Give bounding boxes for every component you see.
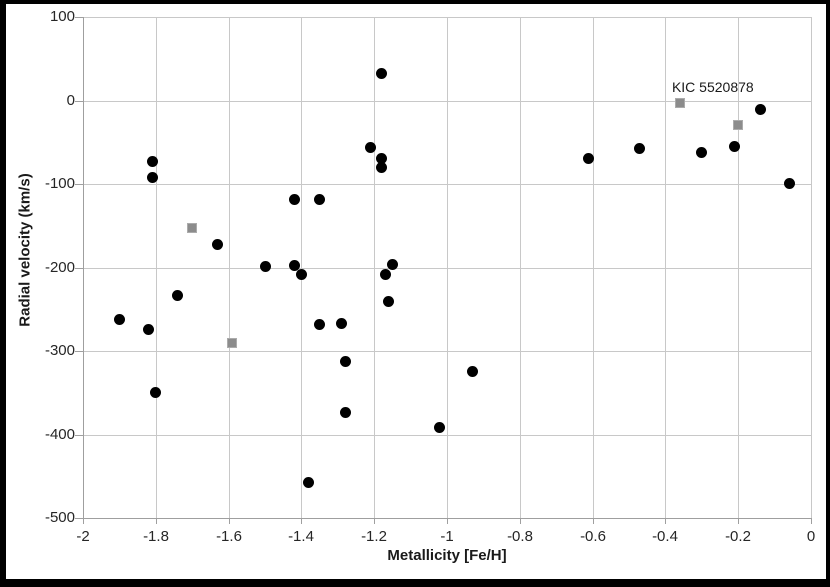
x-tick [301,518,302,524]
x-tick [520,518,521,524]
y-axis-line [83,17,84,524]
data-point-circle [303,476,315,488]
x-tick-label: -0.4 [652,528,678,545]
data-point-circle [314,193,326,205]
x-tick-label: 0 [806,528,816,545]
data-point-circle [146,171,158,183]
x-gridline [229,17,230,518]
x-gridline [374,17,375,518]
data-point-circle [339,356,351,368]
data-point-circle [146,155,158,167]
annotation-kic-5520878: KIC 5520878 [671,79,754,95]
x-tick-label: -1.4 [288,528,314,545]
y-tick [75,435,83,436]
y-tick [75,351,83,352]
data-point-circle [288,260,300,272]
x-axis-title: Metallicity [Fe/H] [387,547,507,564]
x-tick [811,518,812,524]
x-gridline [520,17,521,518]
data-point-circle [259,261,271,273]
data-point-circle [339,407,351,419]
data-point-circle [314,318,326,330]
data-point-circle [288,193,300,205]
x-gridline [593,17,594,518]
x-gridline [738,17,739,518]
y-tick-label: -200 [44,259,75,276]
data-point-square [187,223,198,234]
data-point-circle [466,366,478,378]
data-point-circle [375,161,387,173]
x-gridline [811,17,812,518]
x-tick-label: -2 [76,528,90,545]
data-point-circle [379,268,391,280]
y-tick [75,268,83,269]
data-point-circle [375,68,387,80]
data-point-circle [783,177,795,189]
data-point-circle [295,268,307,280]
x-tick [156,518,157,524]
data-point-circle [113,313,125,325]
x-tick [738,518,739,524]
x-tick [593,518,594,524]
data-point-circle [212,238,224,250]
data-point-circle [634,143,646,155]
x-tick-label: -1.8 [143,528,169,545]
data-point-circle [150,387,162,399]
data-point-square [733,119,744,130]
data-point-circle [143,323,155,335]
x-tick [374,518,375,524]
y-tick-label: -300 [44,342,75,359]
x-tick-label: -1 [440,528,454,545]
x-gridline [447,17,448,518]
y-tick [75,184,83,185]
x-tick-label: -0.2 [725,528,751,545]
data-point-circle [434,422,446,434]
data-point-circle [696,146,708,158]
data-point-circle [729,140,741,152]
y-tick-label: 100 [49,8,75,25]
x-tick-label: -1.2 [361,528,387,545]
x-tick [665,518,666,524]
x-tick [229,518,230,524]
y-tick [75,17,83,18]
y-tick-label: 0 [66,92,75,109]
x-tick [447,518,448,524]
x-gridline [156,17,157,518]
data-point-circle [375,152,387,164]
x-axis-line [75,518,811,519]
data-point-square [227,337,238,348]
y-tick-label: -400 [44,426,75,443]
data-point-circle [335,317,347,329]
x-tick-label: -0.6 [580,528,606,545]
data-point-square [674,98,685,108]
data-point-circle [386,259,398,271]
data-point-circle [754,104,766,116]
chart-background [6,4,826,579]
x-tick-label: -0.8 [507,528,533,545]
y-axis-title: Radial velocity (km/s) [16,173,34,327]
data-point-circle [583,153,595,165]
x-tick-label: -1.6 [216,528,242,545]
data-point-circle [383,296,395,308]
data-point-circle [365,141,377,153]
x-gridline [665,17,666,518]
y-tick [75,101,83,102]
data-point-circle [172,290,184,302]
x-gridline [301,17,302,518]
y-tick-label: -500 [44,509,75,526]
y-tick-label: -100 [44,175,75,192]
